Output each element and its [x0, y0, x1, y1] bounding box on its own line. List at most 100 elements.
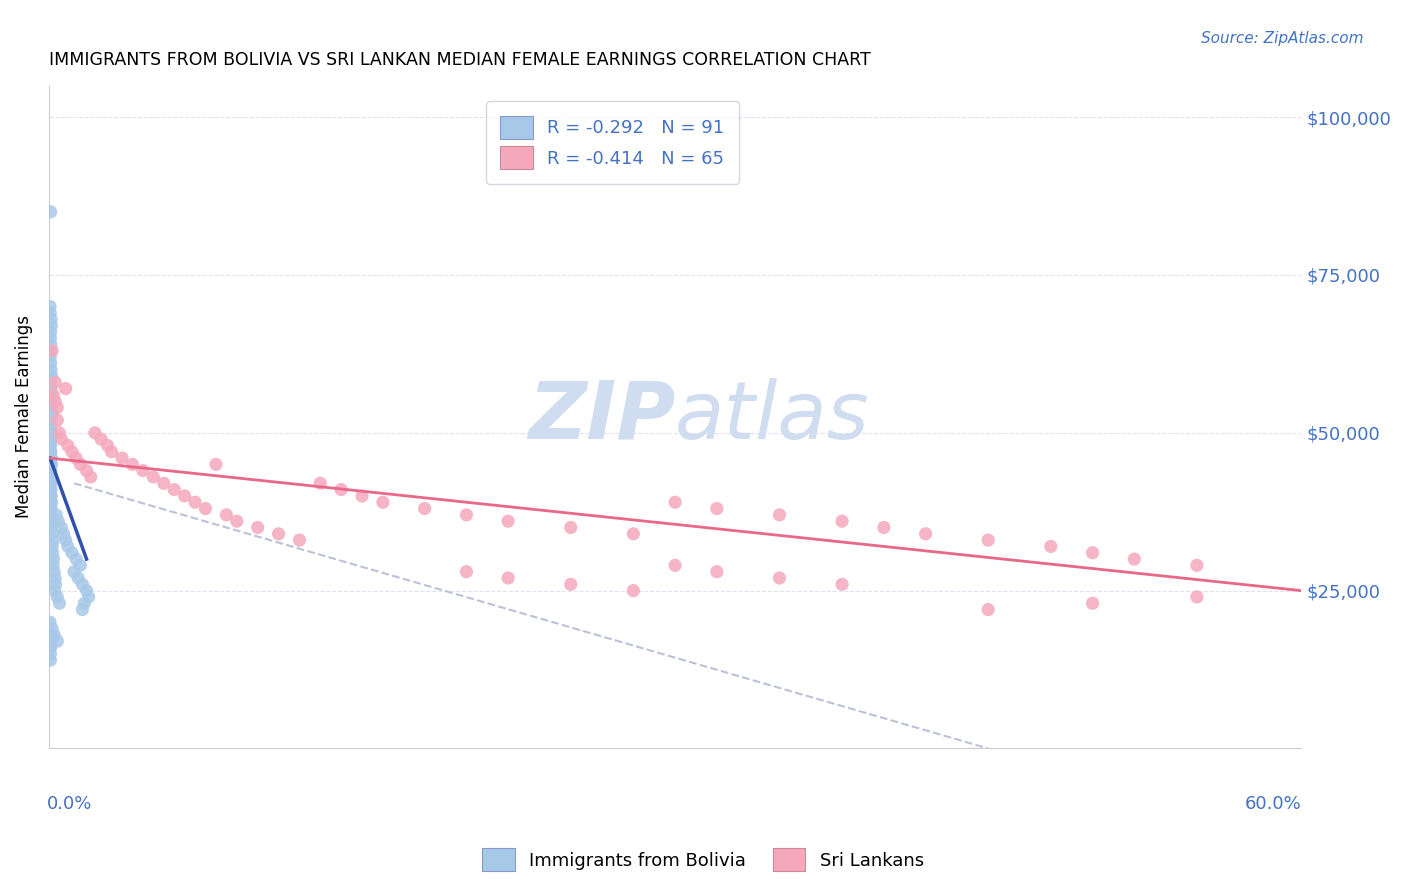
Point	[39, 615, 62, 630]
Point	[42, 552, 65, 566]
Point	[371, 495, 394, 509]
Point	[560, 520, 582, 534]
Point	[184, 495, 207, 509]
Point	[768, 571, 790, 585]
Point	[330, 483, 353, 497]
Point	[90, 432, 112, 446]
Point	[39, 419, 62, 434]
Point	[39, 401, 62, 415]
Point	[39, 356, 62, 370]
Point	[39, 647, 62, 661]
Point	[1039, 540, 1062, 554]
Point	[142, 470, 165, 484]
Point	[621, 583, 644, 598]
Point	[52, 526, 75, 541]
Point	[194, 501, 217, 516]
Point	[1123, 552, 1146, 566]
Point	[39, 432, 62, 446]
Point	[41, 540, 63, 554]
Text: 0.0%: 0.0%	[46, 795, 91, 813]
Point	[44, 628, 66, 642]
Point	[39, 653, 62, 667]
Point	[39, 464, 62, 478]
Point	[39, 501, 62, 516]
Point	[831, 577, 853, 591]
Point	[72, 602, 94, 616]
Point	[664, 495, 686, 509]
Point	[45, 508, 67, 522]
Legend: Immigrants from Bolivia, Sri Lankans: Immigrants from Bolivia, Sri Lankans	[475, 841, 931, 879]
Point	[39, 458, 62, 472]
Point	[60, 444, 83, 458]
Point	[873, 520, 896, 534]
Point	[48, 425, 70, 440]
Text: Source: ZipAtlas.com: Source: ZipAtlas.com	[1201, 31, 1364, 46]
Point	[67, 571, 90, 585]
Point	[39, 514, 62, 528]
Text: ZIP: ZIP	[527, 378, 675, 456]
Point	[39, 444, 62, 458]
Point	[96, 438, 118, 452]
Point	[44, 376, 66, 390]
Point	[1081, 546, 1104, 560]
Point	[39, 476, 62, 491]
Point	[76, 583, 98, 598]
Point	[831, 514, 853, 528]
Point	[267, 526, 290, 541]
Point	[225, 514, 247, 528]
Point	[1185, 590, 1208, 604]
Point	[77, 590, 100, 604]
Point	[39, 470, 62, 484]
Point	[39, 425, 62, 440]
Point	[39, 501, 62, 516]
Point	[173, 489, 195, 503]
Point	[152, 476, 174, 491]
Point	[111, 450, 134, 465]
Point	[41, 622, 63, 636]
Point	[39, 300, 62, 314]
Point	[41, 368, 63, 383]
Point	[39, 495, 62, 509]
Point	[51, 520, 73, 534]
Point	[39, 628, 62, 642]
Point	[46, 401, 69, 415]
Point	[83, 425, 105, 440]
Point	[496, 571, 519, 585]
Point	[39, 634, 62, 648]
Point	[352, 489, 374, 503]
Text: IMMIGRANTS FROM BOLIVIA VS SRI LANKAN MEDIAN FEMALE EARNINGS CORRELATION CHART: IMMIGRANTS FROM BOLIVIA VS SRI LANKAN ME…	[49, 51, 870, 69]
Point	[41, 343, 63, 358]
Point	[39, 508, 62, 522]
Point	[39, 325, 62, 339]
Point	[39, 450, 62, 465]
Point	[39, 382, 62, 396]
Point	[163, 483, 186, 497]
Point	[39, 508, 62, 522]
Point	[39, 489, 62, 503]
Point	[132, 464, 155, 478]
Point	[39, 483, 62, 497]
Point	[48, 596, 70, 610]
Point	[41, 520, 63, 534]
Point	[39, 306, 62, 320]
Point	[496, 514, 519, 528]
Point	[39, 476, 62, 491]
Point	[46, 590, 69, 604]
Point	[39, 640, 62, 655]
Point	[39, 470, 62, 484]
Y-axis label: Median Female Earnings: Median Female Earnings	[15, 316, 32, 518]
Point	[39, 444, 62, 458]
Point	[977, 602, 1000, 616]
Text: 60.0%: 60.0%	[1244, 795, 1302, 813]
Point	[46, 413, 69, 427]
Point	[39, 312, 62, 326]
Point	[288, 533, 311, 548]
Point	[100, 444, 122, 458]
Point	[41, 458, 63, 472]
Point	[39, 483, 62, 497]
Point	[56, 438, 79, 452]
Point	[48, 514, 70, 528]
Point	[39, 425, 62, 440]
Point	[309, 476, 332, 491]
Point	[60, 546, 83, 560]
